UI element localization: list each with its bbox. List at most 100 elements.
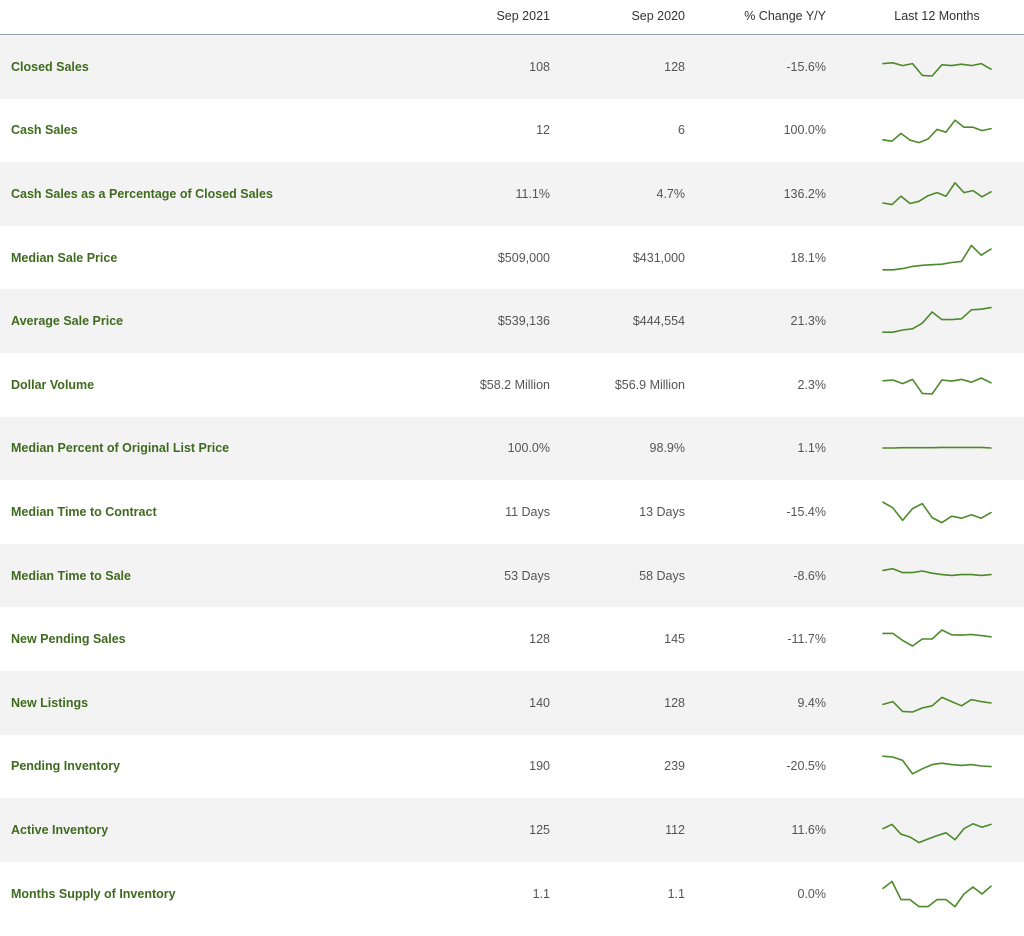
- value-percent-change: -20.5%: [786, 759, 826, 774]
- table-row[interactable]: Median Percent of Original List Price 100…: [0, 416, 1024, 481]
- sparkline-line: [882, 696, 992, 713]
- sparkline-last-12-months: [882, 629, 992, 647]
- row-label[interactable]: Median Sale Price: [11, 250, 118, 265]
- header-sep-2021[interactable]: Sep 2021: [496, 9, 550, 23]
- sparkline-last-12-months: [882, 244, 992, 271]
- sparkline-last-12-months: [882, 376, 992, 395]
- sparkline-last-12-months: [882, 755, 992, 775]
- value-sep-2020: 6: [678, 123, 685, 138]
- value-percent-change: -15.6%: [786, 59, 826, 74]
- value-sep-2020: 128: [664, 59, 685, 74]
- sparkline-last-12-months: [882, 501, 992, 524]
- table-row[interactable]: Median Sale Price $509,000 $431,000 18.1%: [0, 226, 1024, 290]
- table-row[interactable]: New Listings 140 128 9.4%: [0, 670, 1024, 735]
- value-percent-change: 21.3%: [790, 314, 826, 329]
- value-percent-change: 18.1%: [790, 250, 826, 265]
- row-label[interactable]: Median Time to Sale: [11, 568, 131, 583]
- row-label[interactable]: Average Sale Price: [11, 314, 124, 329]
- value-sep-2020: 98.9%: [649, 441, 685, 456]
- table-row[interactable]: Dollar Volume $58.2 Million $56.9 Million 2…: [0, 353, 1024, 417]
- sparkline-line: [882, 567, 992, 576]
- table-header: Sep 2021 Sep 2020 % Change Y/Y Last 12 M…: [0, 0, 1024, 35]
- table-row[interactable]: Cash Sales as a Percentage of Closed Sal…: [0, 162, 1024, 226]
- table-row[interactable]: Median Time to Sale 53 Days 58 Days -8.6%: [0, 543, 1024, 608]
- table-row[interactable]: Closed Sales 108 128 -15.6%: [0, 35, 1024, 99]
- table-row[interactable]: Pending Inventory 190 239 -20.5%: [0, 735, 1024, 799]
- value-sep-2021: $539,136: [497, 314, 550, 329]
- sparkline-last-12-months: [882, 446, 992, 450]
- value-percent-change: -11.7%: [787, 632, 826, 647]
- row-label[interactable]: Cash Sales: [11, 123, 78, 138]
- value-sep-2020: $56.9 Million: [614, 377, 685, 392]
- sparkline-line: [882, 244, 992, 271]
- value-sep-2020: 1.1: [667, 886, 685, 901]
- sparkline-last-12-months: [882, 119, 992, 144]
- sparkline-last-12-months: [882, 306, 992, 334]
- sparkline-line: [882, 181, 992, 206]
- sparkline-last-12-months: [882, 567, 992, 576]
- table-row[interactable]: Median Time to Contract 11 Days 13 Days -15…: [0, 480, 1024, 544]
- value-sep-2020: 128: [664, 695, 685, 710]
- value-sep-2021: 1.1: [532, 886, 550, 901]
- sparkline-line: [882, 119, 992, 144]
- value-sep-2020: 13 Days: [639, 504, 685, 519]
- value-percent-change: 1.1%: [797, 441, 827, 456]
- value-sep-2021: 53 Days: [504, 568, 550, 583]
- value-sep-2021: 12: [536, 123, 550, 138]
- sparkline-last-12-months: [882, 822, 992, 844]
- row-label[interactable]: Cash Sales as a Percentage of Closed Sal…: [11, 186, 273, 201]
- value-sep-2021: 128: [529, 632, 550, 647]
- header-percent-change[interactable]: % Change Y/Y: [744, 9, 826, 23]
- sparkline-line: [882, 376, 992, 395]
- value-percent-change: 9.4%: [797, 695, 827, 710]
- value-sep-2021: 11 Days: [505, 504, 550, 519]
- sparkline-line: [882, 880, 992, 907]
- value-sep-2021: 125: [529, 822, 550, 837]
- row-label[interactable]: Dollar Volume: [11, 377, 95, 392]
- sparkline-line: [882, 755, 992, 775]
- header-last-12-months[interactable]: Last 12 Months: [894, 9, 980, 23]
- sparkline-line: [882, 629, 992, 647]
- value-percent-change: 136.2%: [783, 186, 826, 201]
- header-sep-2020[interactable]: Sep 2020: [631, 9, 685, 23]
- row-label[interactable]: Months Supply of Inventory: [11, 886, 176, 901]
- value-percent-change: 2.3%: [797, 377, 827, 392]
- value-sep-2020: 112: [665, 822, 685, 837]
- value-sep-2020: $431,000: [632, 250, 685, 265]
- row-label[interactable]: Median Time to Contract: [11, 504, 157, 519]
- value-sep-2020: 4.7%: [656, 186, 686, 201]
- value-percent-change: 0.0%: [797, 886, 827, 901]
- value-sep-2021: $58.2 Million: [479, 377, 550, 392]
- sparkline-line: [882, 446, 992, 450]
- value-sep-2020: 145: [664, 632, 685, 647]
- row-label[interactable]: New Listings: [11, 695, 89, 710]
- value-sep-2021: 190: [529, 759, 550, 774]
- sparkline-line: [882, 306, 992, 334]
- sparkline-line: [882, 61, 992, 77]
- value-sep-2020: 58 Days: [639, 568, 685, 583]
- value-percent-change: -8.6%: [793, 568, 826, 583]
- sparkline-line: [882, 501, 992, 524]
- value-sep-2020: $444,554: [632, 314, 685, 329]
- sparkline-last-12-months: [882, 696, 992, 713]
- sparkline-last-12-months: [882, 181, 992, 206]
- row-label[interactable]: Median Percent of Original List Price: [11, 441, 230, 456]
- row-label[interactable]: New Pending Sales: [11, 632, 126, 647]
- sparkline-last-12-months: [882, 880, 992, 907]
- value-sep-2020: 239: [664, 759, 685, 774]
- value-sep-2021: $509,000: [497, 250, 550, 265]
- row-label[interactable]: Pending Inventory: [11, 759, 121, 774]
- table-row[interactable]: Months Supply of Inventory 1.1 1.1 0.0%: [0, 862, 1024, 926]
- value-sep-2021: 11.1%: [515, 186, 550, 201]
- table-row[interactable]: Cash Sales 12 6 100.0%: [0, 99, 1024, 163]
- table-row[interactable]: Active Inventory 125 112 11.6%: [0, 798, 1024, 862]
- value-percent-change: -15.4%: [786, 504, 826, 519]
- table-body: Closed Sales 108 128 -15.6% Cash Sales 12 6 100…: [0, 35, 1024, 925]
- table-row[interactable]: Average Sale Price $539,136 $444,554 21.3%: [0, 289, 1024, 353]
- table-row[interactable]: New Pending Sales 128 145 -11.7%: [0, 607, 1024, 671]
- sparkline-line: [882, 822, 992, 844]
- row-label[interactable]: Closed Sales: [11, 59, 89, 74]
- sparkline-last-12-months: [882, 61, 992, 77]
- row-label[interactable]: Active Inventory: [11, 822, 109, 837]
